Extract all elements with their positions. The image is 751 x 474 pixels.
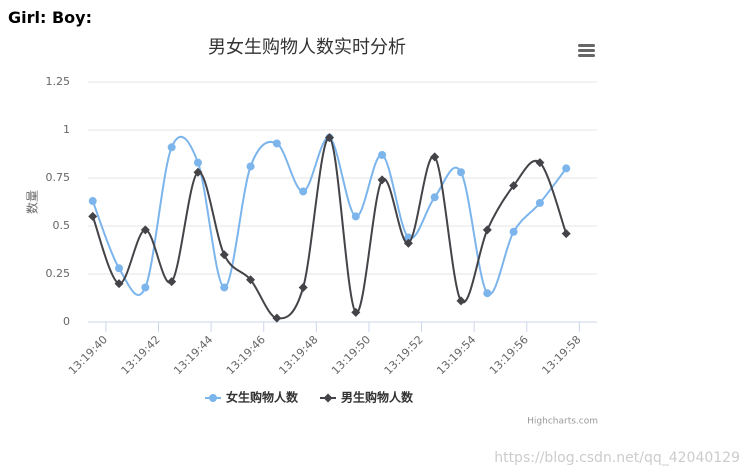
marker (298, 282, 308, 292)
marker (535, 198, 544, 207)
marker (509, 181, 519, 191)
marker (377, 175, 387, 185)
x-tick-label: 13:19:52 (382, 333, 426, 377)
y-tick-label: 0.5 (53, 219, 71, 232)
x-tick-label: 13:19:58 (539, 333, 583, 377)
marker (246, 275, 256, 285)
marker (562, 164, 571, 173)
legend-label: 男生购物人数 (341, 390, 414, 405)
legend-marker (323, 393, 333, 403)
marker (509, 227, 518, 236)
menu-button[interactable] (578, 44, 595, 57)
marker (299, 187, 308, 196)
y-axis-label: 数量 (25, 190, 40, 214)
chart-title: 男女生购物人数实时分析 (208, 37, 406, 58)
marker (482, 225, 492, 235)
legend-item[interactable]: 女生购物人数 (205, 390, 299, 405)
marker (430, 152, 440, 162)
header-text: Girl: Boy: (8, 8, 92, 27)
marker (167, 277, 177, 287)
x-tick-label: 13:19:50 (329, 333, 373, 377)
marker (457, 168, 466, 177)
marker (430, 193, 439, 202)
legend-label: 女生购物人数 (226, 390, 299, 405)
series-line (91, 136, 568, 320)
x-tick-label: 13:19:44 (171, 333, 215, 377)
marker (351, 307, 361, 317)
marker (535, 158, 545, 168)
marker (193, 158, 202, 167)
marker (378, 150, 387, 159)
marker (561, 229, 571, 239)
x-tick-label: 13:19:46 (224, 333, 268, 377)
y-tick-label: 0.75 (46, 171, 71, 184)
marker (140, 225, 150, 235)
x-tick-label: 13:19:48 (276, 333, 320, 377)
marker (272, 313, 282, 323)
x-tick-label: 13:19:40 (66, 333, 110, 377)
x-tick-label: 13:19:54 (434, 333, 478, 377)
menu-bar[interactable] (578, 54, 595, 57)
menu-bar[interactable] (578, 49, 595, 52)
y-tick-label: 0.25 (46, 267, 71, 280)
y-tick-label: 0 (63, 315, 70, 328)
marker (88, 197, 97, 206)
marker (114, 279, 124, 289)
credits[interactable]: Highcharts.com (527, 417, 598, 427)
x-tick-label: 13:19:56 (487, 333, 531, 377)
marker (167, 143, 176, 152)
watermark: https://blog.csdn.net/qq_42040129 (494, 450, 740, 466)
marker (324, 133, 334, 143)
y-tick-label: 1 (63, 123, 70, 136)
marker (246, 162, 255, 171)
menu-bar[interactable] (578, 44, 595, 47)
marker (219, 250, 229, 260)
marker (88, 211, 98, 221)
y-tick-label: 1.25 (46, 75, 71, 88)
marker (403, 238, 413, 248)
x-tick-label: 13:19:42 (119, 333, 163, 377)
marker (272, 139, 281, 148)
marker (141, 283, 150, 292)
legend-marker (209, 394, 217, 402)
series-line (91, 135, 568, 296)
marker (351, 212, 360, 221)
marker (220, 283, 229, 292)
marker (115, 264, 124, 273)
legend-item[interactable]: 男生购物人数 (320, 390, 414, 405)
marker (456, 296, 466, 306)
marker (483, 289, 492, 298)
marker (193, 167, 203, 177)
